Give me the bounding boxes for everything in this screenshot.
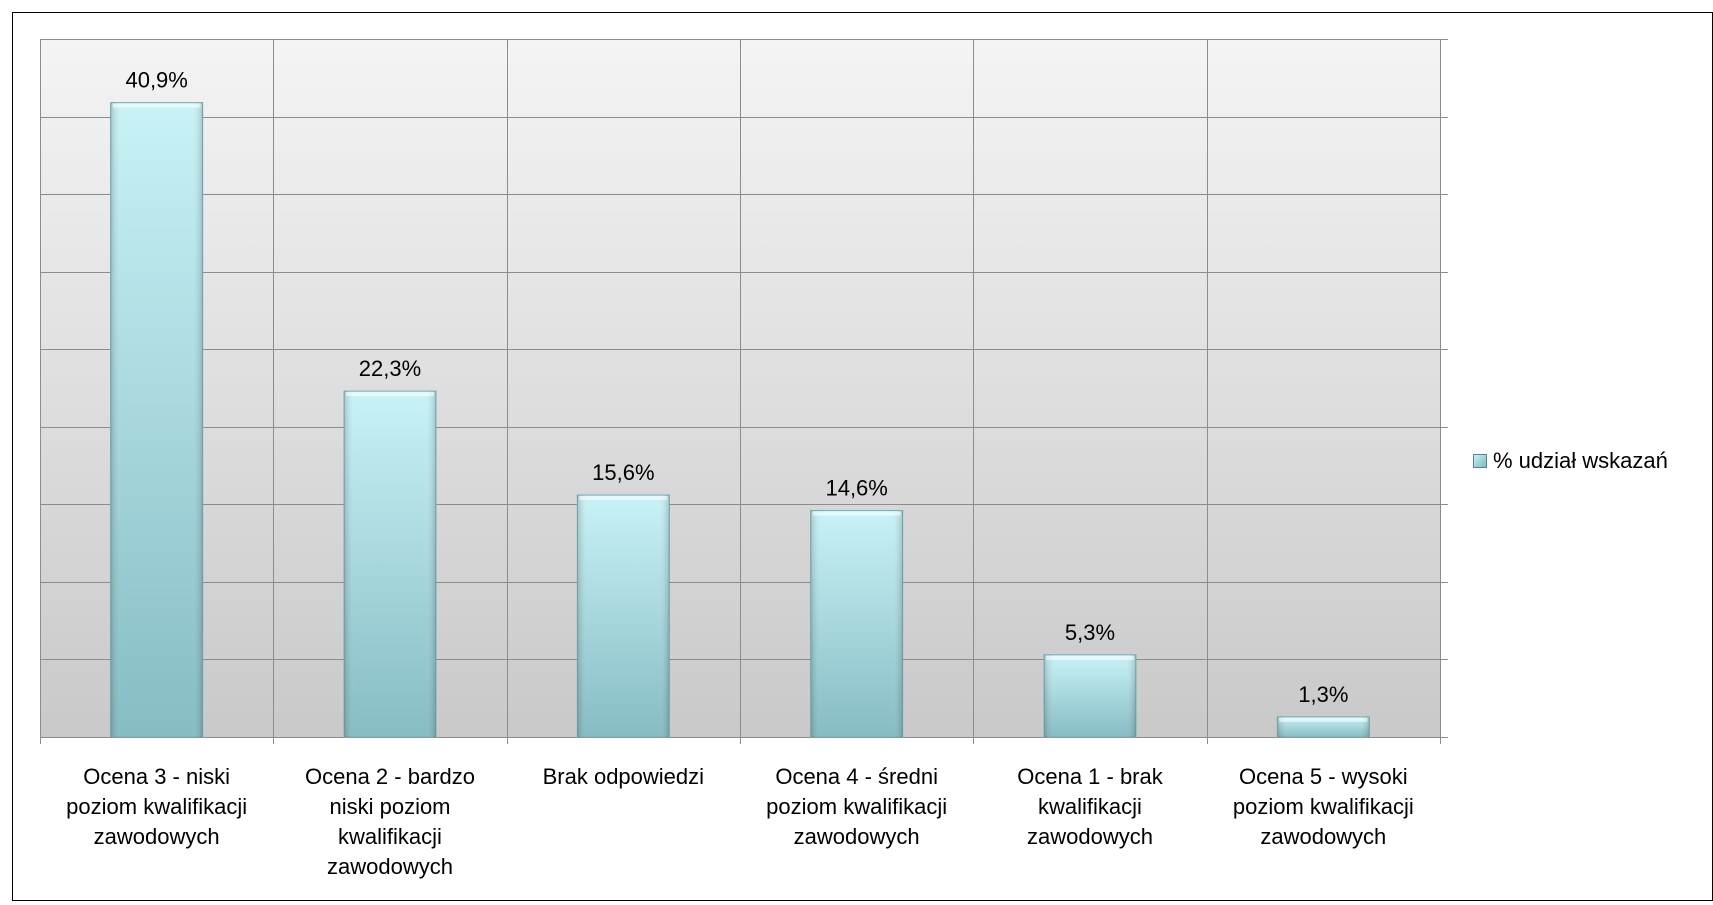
x-tick-label: Ocena 4 - średni poziom kwalifikacji zawod… (751, 762, 963, 852)
x-tick-label-line: zawodowych (327, 854, 453, 879)
bar-group (1276, 716, 1370, 738)
bar-bevel (579, 496, 668, 501)
data-label: 1,3% (1298, 682, 1348, 707)
bar-bevel (1046, 655, 1134, 660)
bar-bevel (1279, 717, 1368, 722)
data-label: 15,6% (592, 460, 654, 485)
x-tick-label-line: Ocena 4 - średni (775, 764, 938, 789)
bar-bevel (812, 511, 901, 516)
x-tick-label: Brak odpowiedzi (517, 762, 729, 792)
x-tick-label-line: zawodowych (1027, 824, 1153, 849)
bar-group (110, 102, 204, 738)
x-tick-label-line: poziom kwalifikacji (766, 794, 948, 819)
x-tick-label-line: kwalifikacji (338, 824, 442, 849)
bar-shading (577, 495, 670, 737)
x-tick-label: Ocena 2 - bardzo niski poziom kwalifikacji… (284, 762, 496, 882)
data-label: 40,9% (125, 68, 187, 93)
bar-group (810, 510, 904, 738)
x-tick-label-line: Ocena 5 - wysoki (1238, 764, 1408, 789)
x-tick-label: Ocena 1 - brak kwalifikacji zawodowych (984, 762, 1196, 852)
bar-bevel (346, 392, 434, 397)
legend-swatch-icon (1473, 454, 1487, 468)
data-label: 14,6% (825, 476, 887, 501)
x-tick-label-line: Ocena 1 - brak (1017, 764, 1163, 789)
bar-group (1043, 654, 1137, 738)
bar-shading (1277, 716, 1370, 737)
legend: % udział wskazań (1473, 446, 1668, 476)
bar-bevel (112, 103, 201, 108)
x-tick-label: Ocena 3 - niski poziom kwalifikacji zawodo… (51, 762, 263, 852)
data-label: 22,3% (359, 356, 421, 381)
x-tick-label-line: zawodowych (1260, 824, 1387, 849)
bar-shading (344, 391, 436, 737)
x-tick-label-line: poziom kwalifikacji (66, 794, 248, 819)
x-tick-label-line: zawodowych (93, 824, 220, 849)
x-tick-label-line: niski poziom (329, 794, 451, 819)
bar-shading (110, 102, 203, 737)
x-tick-label-line: Ocena 3 - niski (83, 764, 231, 789)
x-tick-label-line: Brak odpowiedzi (542, 764, 705, 789)
x-tick-label-line: poziom kwalifikacji (1232, 794, 1414, 819)
x-tick-label: Ocena 5 - wysoki poziom kwalifikacji zawod… (1217, 762, 1429, 852)
bar-shading (810, 510, 903, 737)
x-tick-label-line: kwalifikacji (1038, 794, 1142, 819)
bar-shading (1044, 654, 1136, 737)
bar-group (576, 494, 670, 738)
x-tick-label-line: Ocena 2 - bardzo (305, 764, 475, 789)
x-tick-label-line: zawodowych (793, 824, 920, 849)
data-label: 5,3% (1065, 620, 1115, 645)
legend-label: % udział wskazań (1493, 448, 1668, 473)
bar-group (343, 390, 437, 738)
